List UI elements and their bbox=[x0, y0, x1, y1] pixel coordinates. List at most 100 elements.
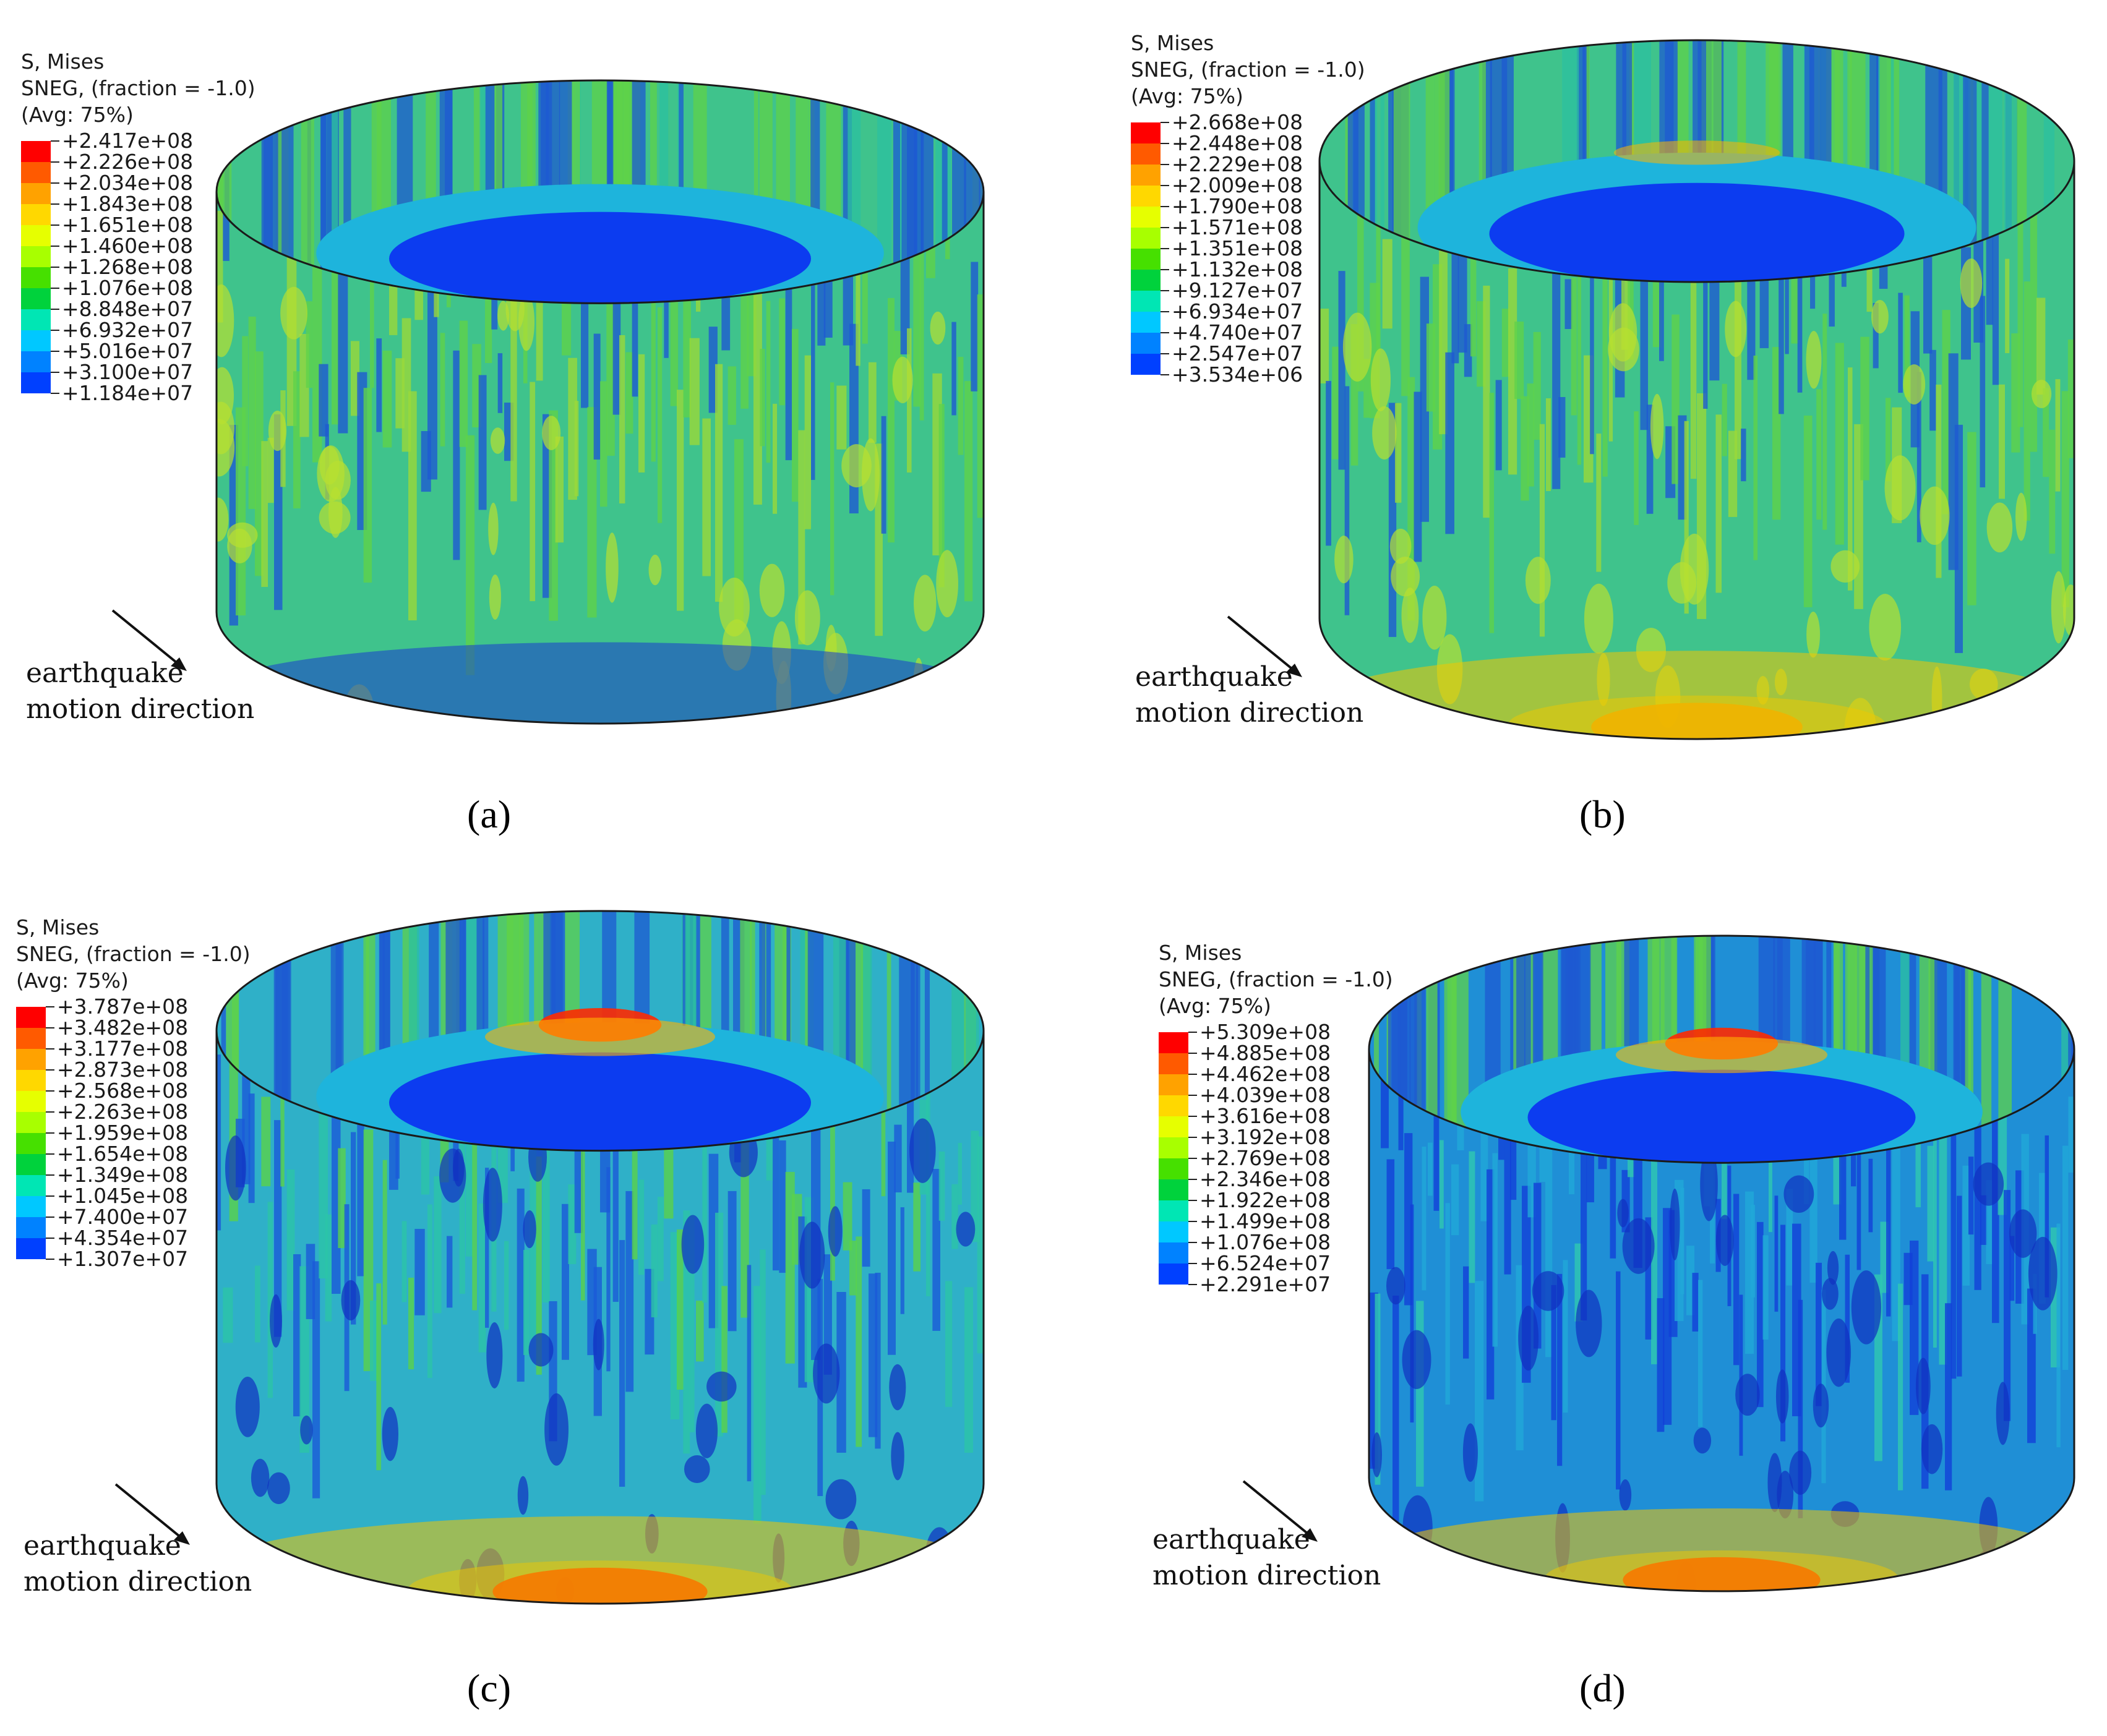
legend-tick bbox=[46, 1132, 54, 1134]
legend-value: +3.482e+08 bbox=[57, 1016, 189, 1040]
stress-legend: S, Mises SNEG, (fraction = -1.0) (Avg: 7… bbox=[21, 48, 255, 404]
legend-swatch bbox=[1159, 1074, 1188, 1095]
legend-row: +1.922e+08 bbox=[1159, 1190, 1393, 1221]
legend-tick bbox=[51, 246, 59, 247]
legend-swatch bbox=[16, 1238, 46, 1259]
legend-value: +2.034e+08 bbox=[62, 171, 194, 195]
legend-value: +1.268e+08 bbox=[62, 255, 194, 279]
legend-value: +2.226e+08 bbox=[62, 150, 194, 174]
legend-swatch bbox=[21, 183, 51, 204]
legend-avg: (Avg: 75%) bbox=[21, 103, 134, 127]
tank-floor-center bbox=[389, 1052, 811, 1151]
legend-swatch bbox=[21, 204, 51, 225]
legend-row: +2.263e+08 bbox=[16, 1101, 251, 1133]
legend-row: +2.229e+08 bbox=[1131, 154, 1365, 186]
legend-tick bbox=[1188, 1263, 1197, 1264]
tank-outline bbox=[1368, 1049, 2075, 1593]
legend-swatch bbox=[1159, 1264, 1188, 1285]
legend-avg: (Avg: 75%) bbox=[1159, 994, 1271, 1018]
legend-avg: (Avg: 75%) bbox=[1131, 84, 1243, 108]
legend-value: +1.843e+08 bbox=[62, 192, 194, 216]
legend-row: +2.034e+08 bbox=[21, 171, 255, 204]
legend-value: +1.307e+07 bbox=[57, 1247, 189, 1271]
legend-row: +2.291e+07 bbox=[1159, 1274, 1393, 1295]
legend-value: +2.009e+08 bbox=[1172, 173, 1303, 197]
legend-value: +2.668e+08 bbox=[1172, 110, 1303, 134]
legend-row: +2.009e+08 bbox=[1131, 173, 1365, 207]
legend-value: +1.132e+08 bbox=[1172, 257, 1303, 281]
legend-swatch bbox=[21, 309, 51, 330]
legend-swatch bbox=[1131, 228, 1161, 249]
legend-tick bbox=[51, 372, 59, 373]
legend-row: +1.076e+08 bbox=[21, 276, 255, 309]
tank-stress-contour bbox=[215, 79, 985, 725]
legend-value: +7.400e+07 bbox=[57, 1205, 189, 1229]
legend-avg: (Avg: 75%) bbox=[16, 968, 129, 993]
legend-value: +1.460e+08 bbox=[62, 234, 194, 258]
legend-value: +1.045e+08 bbox=[57, 1184, 189, 1208]
tank-outline bbox=[1318, 161, 2075, 740]
direction-arrow-icon bbox=[1227, 615, 1302, 677]
legend-swatch bbox=[1131, 333, 1161, 354]
legend-value: +6.524e+07 bbox=[1199, 1251, 1331, 1275]
tank-outline bbox=[215, 192, 985, 725]
legend-value: +5.309e+08 bbox=[1199, 1020, 1331, 1044]
legend-row: +1.351e+08 bbox=[1131, 238, 1365, 270]
legend-value: +1.790e+08 bbox=[1172, 194, 1303, 218]
direction-arrow-icon bbox=[114, 1483, 190, 1545]
legend-tick bbox=[1161, 122, 1169, 123]
legend-swatch bbox=[1159, 1200, 1188, 1221]
stress-legend: S, Mises SNEG, (fraction = -1.0) (Avg: 7… bbox=[16, 914, 251, 1270]
legend-tick bbox=[1161, 164, 1169, 165]
legend-tick bbox=[1161, 311, 1169, 312]
legend-row: +1.045e+08 bbox=[16, 1184, 251, 1217]
legend-row: +2.346e+08 bbox=[1159, 1167, 1393, 1200]
legend-tick bbox=[1161, 269, 1169, 270]
panel-a: S, Mises SNEG, (fraction = -1.0) (Avg: 7… bbox=[0, 0, 1054, 868]
legend-value: +1.076e+08 bbox=[62, 276, 194, 300]
legend-swatch bbox=[21, 141, 51, 162]
panel-caption: (d) bbox=[1579, 1666, 1626, 1710]
legend-subtitle: SNEG, (fraction = -1.0) bbox=[1131, 58, 1365, 82]
legend-subtitle: SNEG, (fraction = -1.0) bbox=[16, 942, 251, 966]
legend-swatch bbox=[1131, 312, 1161, 333]
legend-swatch bbox=[21, 267, 51, 288]
legend-row: +1.349e+08 bbox=[16, 1165, 251, 1196]
legend-tick bbox=[46, 1027, 54, 1028]
outer-wall bbox=[1320, 161, 2074, 739]
legend-tick bbox=[46, 1174, 54, 1176]
legend-swatch bbox=[21, 372, 51, 393]
legend-value: +4.039e+08 bbox=[1199, 1083, 1331, 1107]
legend-tick bbox=[1161, 248, 1169, 249]
legend-value: +3.534e+06 bbox=[1172, 362, 1303, 387]
legend-tick bbox=[46, 1216, 54, 1218]
legend-value: +1.959e+08 bbox=[57, 1121, 189, 1145]
tank-stress-contour bbox=[1368, 934, 2075, 1593]
legend-tick bbox=[1188, 1179, 1197, 1180]
legend-row: +7.400e+07 bbox=[16, 1205, 251, 1238]
legend-swatch bbox=[1159, 1158, 1188, 1179]
legend-tick bbox=[51, 351, 59, 352]
legend-row: +1.307e+07 bbox=[16, 1249, 251, 1270]
legend-rows: +2.417e+08 +2.226e+08 +2.034e+08 +1.843e+08… bbox=[21, 130, 255, 404]
legend-swatch bbox=[1131, 186, 1161, 207]
panel-d: S, Mises SNEG, (fraction = -1.0) (Avg: 7… bbox=[1054, 868, 2107, 1735]
legend-value: +4.740e+07 bbox=[1172, 320, 1303, 344]
legend-value: +2.346e+08 bbox=[1199, 1167, 1331, 1191]
legend-swatch bbox=[16, 1112, 46, 1133]
legend-tick bbox=[1188, 1095, 1197, 1096]
legend-value: +2.568e+08 bbox=[57, 1079, 189, 1103]
legend-swatch bbox=[1159, 1032, 1188, 1053]
tank-rim bbox=[1368, 934, 2075, 1164]
legend-swatch bbox=[16, 1049, 46, 1070]
legend-tick bbox=[1188, 1284, 1197, 1285]
legend-value: +3.787e+08 bbox=[57, 994, 189, 1019]
panel-caption: (a) bbox=[467, 792, 512, 836]
legend-tick bbox=[1161, 353, 1169, 354]
direction-label: earthquake motion direction bbox=[1135, 661, 1364, 729]
legend-swatch bbox=[1131, 143, 1161, 165]
outer-wall bbox=[217, 1030, 984, 1604]
tank-stress-contour bbox=[1318, 39, 2075, 740]
legend-row: +4.885e+08 bbox=[1159, 1043, 1393, 1074]
legend-subtitle: SNEG, (fraction = -1.0) bbox=[21, 76, 255, 100]
